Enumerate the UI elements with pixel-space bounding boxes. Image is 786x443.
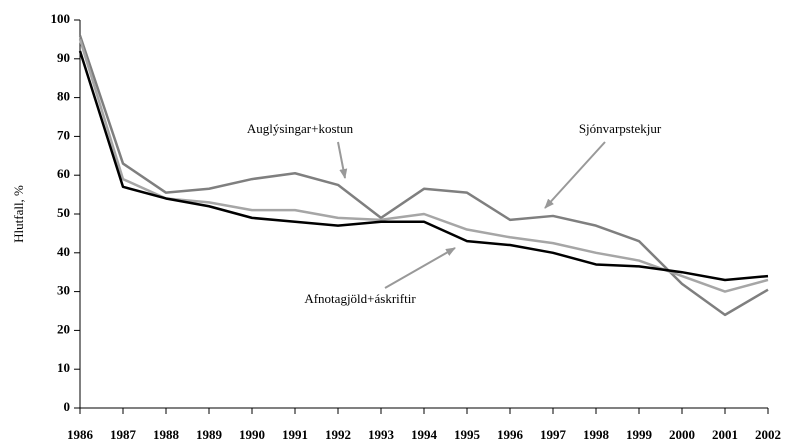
y-tick-label: 20 [57,321,70,336]
y-tick-label: 60 [57,166,70,181]
y-tick-label: 90 [57,50,70,65]
y-tick-label: 100 [51,11,71,26]
x-tick-label: 2000 [669,427,695,442]
x-tick-label: 1991 [282,427,308,442]
x-tick-label: 1997 [540,427,567,442]
series-line [78,39,769,293]
series-annotation: Auglýsingar+kostun [247,121,354,136]
x-tick-label: 1994 [411,427,438,442]
y-tick-label: 70 [57,127,70,142]
x-tick-label: 1996 [497,427,524,442]
x-tick-label: 1986 [67,427,94,442]
x-tick-label: 1995 [454,427,481,442]
x-tick-label: 1989 [196,427,223,442]
x-tick-label: 1993 [368,427,395,442]
y-tick-label: 0 [64,399,71,414]
y-tick-label: 40 [57,244,70,259]
x-tick-label: 1992 [325,427,351,442]
series-annotation: Afnotagjöld+áskriftir [304,291,416,306]
y-tick-label: 80 [57,89,70,104]
series-line [78,50,769,282]
series-line [78,35,769,317]
y-axis-label: Hlutfall, % [11,185,26,243]
y-tick-label: 30 [57,283,70,298]
annotation-arrow [337,141,348,179]
x-tick-label: 1990 [239,427,265,442]
annotation-arrow [544,141,606,209]
x-tick-label: 1988 [153,427,180,442]
x-tick-label: 2001 [712,427,738,442]
series-annotation: Sjónvarpstekjur [579,121,662,136]
x-tick-label: 1999 [626,427,653,442]
y-tick-label: 10 [57,360,70,375]
x-tick-label: 2002 [755,427,781,442]
x-tick-label: 1998 [583,427,610,442]
y-tick-label: 50 [57,205,70,220]
x-tick-label: 1987 [110,427,137,442]
annotation-arrow [384,247,456,289]
